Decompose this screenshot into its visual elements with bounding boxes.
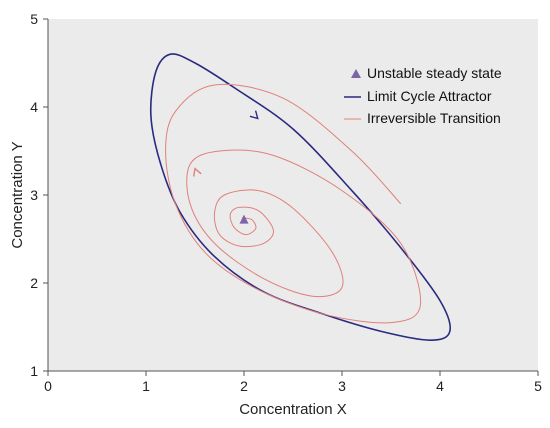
y-tick-label: 2 [30,275,38,291]
x-tick-label: 3 [338,378,346,394]
y-tick-label: 1 [30,363,38,379]
limit-cycle-direction-arrow [249,110,259,120]
legend: Unstable steady state Limit Cycle Attrac… [344,65,502,126]
y-axis-label: Concentration Y [9,141,26,248]
markers-layer [239,214,249,224]
x-tick-label: 5 [534,378,542,394]
y-tick-label: 4 [30,99,38,115]
x-tick-label: 4 [436,378,444,394]
plot-area [48,19,538,371]
y-tick-label: 3 [30,187,38,203]
legend-label-limit-cycle: Limit Cycle Attractor [367,88,492,104]
series-irreversible-transition [165,84,422,324]
x-axis-label: Concentration X [239,401,347,418]
series-limit-cycle [149,53,451,341]
legend-triangle-marker [351,69,361,78]
curves-layer [149,53,451,341]
legend-label-transition: Irreversible Transition [367,110,501,126]
y-tick-label: 5 [30,11,38,27]
x-tick-label: 1 [142,378,150,394]
x-tick-label: 0 [44,378,52,394]
transition-direction-arrow [192,167,202,177]
legend-label-steady-state: Unstable steady state [367,65,502,81]
unstable-steady-state-marker [239,214,249,224]
x-tick-label: 2 [240,378,248,394]
